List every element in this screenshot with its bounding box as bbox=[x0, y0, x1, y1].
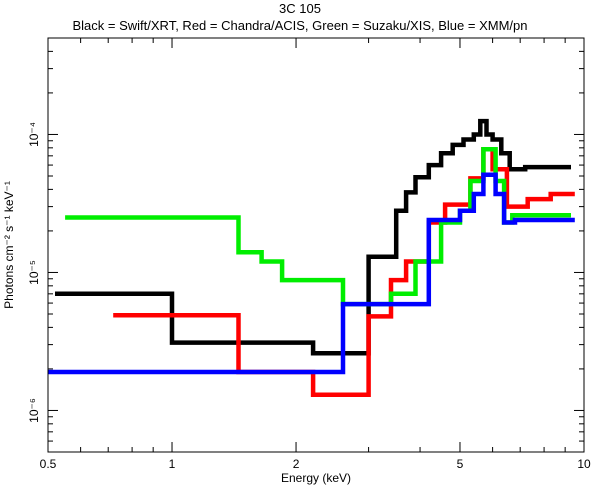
x-tick-label: 10 bbox=[577, 457, 591, 471]
x-tick-label: 0.5 bbox=[40, 457, 57, 471]
x-axis: 0.5 1 2 5 10 bbox=[40, 38, 591, 471]
x-tick-label: 5 bbox=[457, 457, 464, 471]
series-layer bbox=[48, 118, 575, 397]
x-tick-label: 2 bbox=[293, 457, 300, 471]
y-tick-label: 10⁻⁶ bbox=[27, 398, 41, 423]
y-axis-label: Photons cm⁻² s⁻¹ keV⁻¹ bbox=[2, 181, 16, 309]
series-line-3 bbox=[48, 172, 575, 375]
y-axis: 10⁻⁶ 10⁻⁵ 10⁻⁴ bbox=[27, 37, 584, 453]
x-tick-label: 1 bbox=[169, 457, 176, 471]
y-tick-label: 10⁻⁴ bbox=[27, 122, 41, 147]
x-axis-label: Energy (keV) bbox=[281, 471, 351, 485]
chart-title: 3C 105 bbox=[279, 1, 321, 16]
plot-frame bbox=[47, 37, 585, 453]
chart-subtitle: Black = Swift/XRT, Red = Chandra/ACIS, G… bbox=[73, 18, 528, 33]
y-tick-label: 10⁻⁵ bbox=[27, 260, 41, 285]
series-line-0 bbox=[55, 118, 571, 356]
series-line-1 bbox=[113, 147, 575, 397]
series-line-2 bbox=[65, 147, 571, 307]
